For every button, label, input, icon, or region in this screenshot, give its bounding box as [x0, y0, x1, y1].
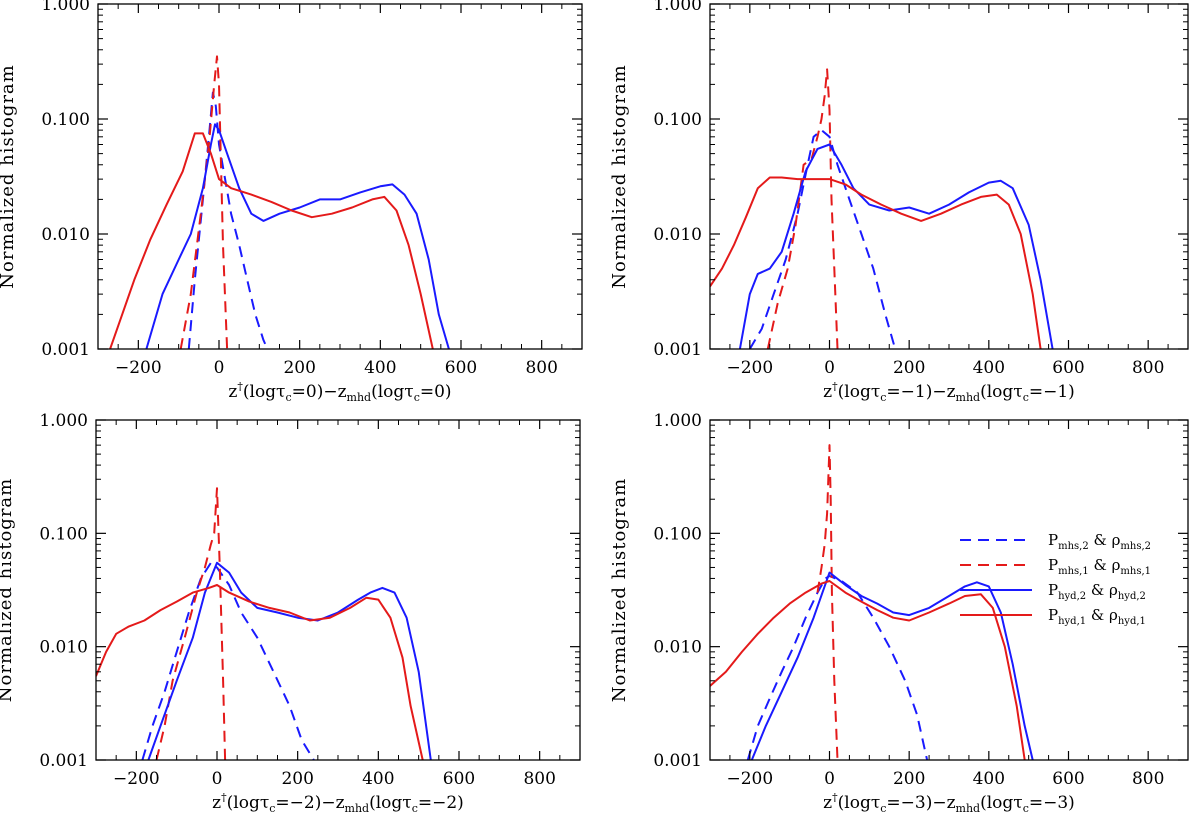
y-axis-label: Normalized histogram — [0, 64, 18, 288]
x-tick-label: 200 — [893, 358, 925, 378]
legend-label: Pmhs,1 & ρmhs,1 — [1048, 556, 1151, 577]
x-tick-label: −200 — [726, 769, 773, 789]
y-tick-label: 0.001 — [41, 340, 90, 360]
x-tick-label: 0 — [824, 769, 835, 789]
legend: Pmhs,2 & ρmhs,2 Pmhs,1 & ρmhs,1 Phyd,2 & ρ… — [960, 531, 1151, 627]
series-line-4 — [109, 132, 434, 349]
legend-item-3: Phyd,2 & ρhyd,2 — [960, 581, 1146, 602]
series-line-4 — [710, 580, 1026, 760]
x-tick-label: −200 — [113, 769, 160, 789]
x-tick-label: 0 — [212, 769, 223, 789]
x-tick-label: −200 — [726, 358, 773, 378]
x-tick-label: 400 — [973, 358, 1005, 378]
y-tick-label: 0.100 — [41, 110, 90, 130]
series-line-3 — [145, 123, 450, 349]
legend-label: Pmhs,2 & ρmhs,2 — [1048, 531, 1151, 552]
x-tick-label: 400 — [364, 358, 396, 378]
x-tick-label: 600 — [443, 769, 475, 789]
series-line-2 — [766, 68, 839, 349]
y-tick-label: 0.100 — [653, 524, 702, 544]
y-tick-label: 0.010 — [653, 638, 702, 658]
series-line-4 — [710, 176, 1042, 349]
x-axis-label: z†(logτc=−2)−zmhd(logτc=−2) — [212, 791, 464, 815]
series-group — [710, 68, 1054, 349]
legend-label: Phyd,2 & ρhyd,2 — [1048, 581, 1146, 602]
series-line-1 — [748, 129, 897, 349]
legend-item-2: Pmhs,1 & ρmhs,1 — [960, 556, 1151, 577]
y-tick-label: 0.010 — [41, 225, 90, 245]
series-line-1 — [746, 575, 929, 760]
x-tick-label: 600 — [445, 358, 477, 378]
y-axis-label: Normalized histogram — [609, 478, 630, 702]
x-tick-label: −200 — [115, 358, 162, 378]
x-tick-label: 400 — [362, 769, 394, 789]
x-axis-label: z†(logτc=−3)−zmhd(logτc=−3) — [823, 791, 1075, 815]
y-tick-label: 1.000 — [653, 411, 702, 431]
x-axis-label: z†(logτc=0)−zmhd(logτc=0) — [228, 380, 451, 404]
series-line-2 — [179, 55, 229, 349]
plot-frame — [95, 419, 581, 761]
x-tick-label: 600 — [1052, 358, 1084, 378]
x-tick-label: 800 — [523, 769, 555, 789]
y-axis-label: Normalized histogram — [0, 478, 16, 702]
legend-label: Phyd,1 & ρhyd,1 — [1048, 606, 1146, 627]
series-line-2 — [816, 444, 839, 760]
chart-panel-top-right: −200 0 200 400 600 800 1.000 0.100 0.010 0.001 Nor… — [609, 0, 1189, 404]
y-tick-label: 0.001 — [653, 751, 702, 771]
series-line-1 — [141, 561, 315, 760]
y-tick-label: 0.010 — [653, 225, 702, 245]
series-line-4 — [96, 584, 424, 760]
y-tick-label: 0.001 — [39, 751, 88, 771]
series-line-3 — [147, 561, 432, 760]
series-line-1 — [187, 91, 269, 349]
x-tick-label: 0 — [824, 358, 835, 378]
x-tick-label: 200 — [281, 769, 313, 789]
chart-panel-bottom-right: −200 0 200 400 600 800 1.000 0.100 0.010 0.001 Nor… — [609, 411, 1189, 815]
series-group — [96, 487, 432, 760]
x-tick-label: 800 — [525, 358, 557, 378]
x-tick-label: 800 — [1132, 769, 1164, 789]
legend-item-1: Pmhs,2 & ρmhs,2 — [960, 531, 1151, 552]
plot-frame — [97, 3, 583, 350]
x-tick-label: 200 — [893, 769, 925, 789]
y-tick-label: 0.100 — [653, 110, 702, 130]
y-tick-label: 1.000 — [653, 0, 702, 15]
chart-panel-top-left: −200 0 200 400 600 800 1.000 0.100 0.010 0.001 Nor… — [0, 0, 583, 404]
x-tick-label: 800 — [1132, 358, 1164, 378]
y-tick-label: 1.000 — [39, 411, 88, 431]
chart-panel-bottom-left: −200 0 200 400 600 800 1.000 0.100 0.010 0.001 Nor… — [0, 411, 581, 815]
y-tick-label: 0.010 — [39, 638, 88, 658]
y-axis-label: Normalized histogram — [609, 64, 630, 288]
series-line-3 — [750, 571, 1034, 760]
y-tick-label: 0.001 — [653, 340, 702, 360]
series-line-2 — [155, 487, 227, 760]
y-tick-label: 0.100 — [39, 524, 88, 544]
legend-item-4: Phyd,1 & ρhyd,1 — [960, 606, 1146, 627]
series-group — [109, 55, 450, 349]
y-tick-label: 1.000 — [41, 0, 90, 15]
x-tick-label: 600 — [1052, 769, 1084, 789]
x-axis-label: z†(logτc=−1)−zmhd(logτc=−1) — [823, 380, 1075, 404]
series-line-3 — [738, 143, 1054, 349]
x-tick-label: 400 — [973, 769, 1005, 789]
series-group — [710, 444, 1034, 760]
x-tick-label: 0 — [214, 358, 225, 378]
x-tick-label: 200 — [283, 358, 315, 378]
